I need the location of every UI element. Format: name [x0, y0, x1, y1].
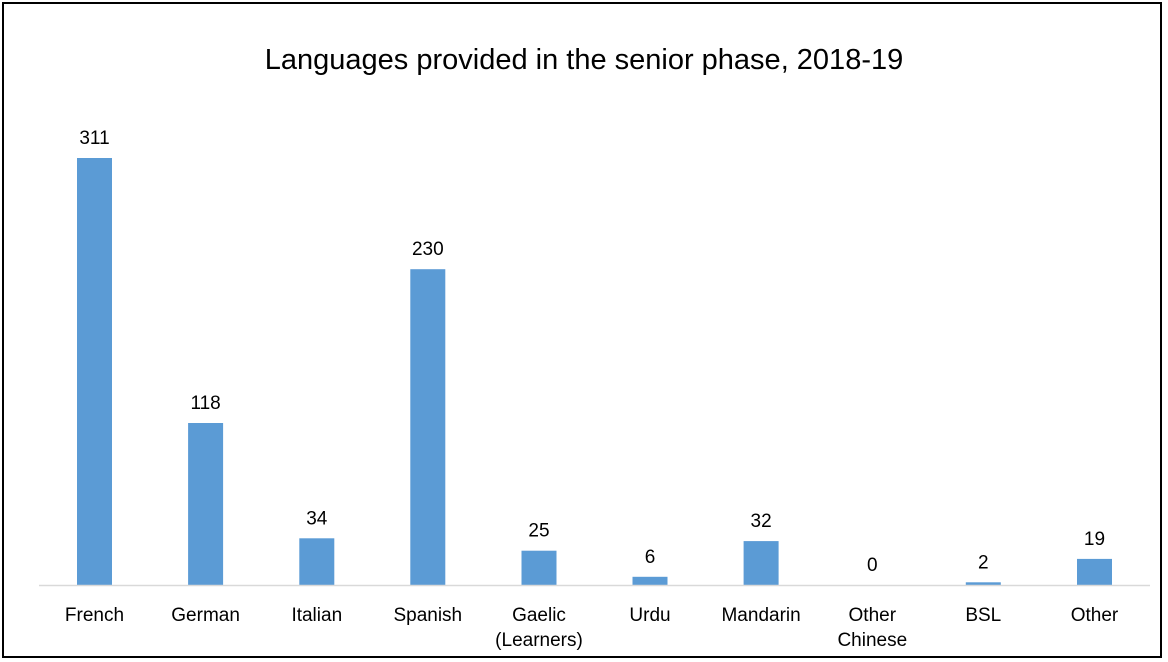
data-label: 34	[306, 508, 328, 529]
category-label: Spanish	[393, 605, 462, 626]
data-label: 6	[645, 547, 656, 568]
data-label: 0	[867, 555, 878, 576]
bar-gaelic-learners	[521, 550, 557, 585]
category-label: Other	[849, 605, 897, 626]
data-label: 118	[190, 393, 220, 414]
bar-bsl	[965, 582, 1001, 585]
data-label: 230	[412, 239, 444, 260]
category-label: German	[171, 605, 240, 626]
chart-title: Languages provided in the senior phase, …	[264, 44, 904, 76]
bar-german	[188, 423, 224, 585]
bar-urdu	[632, 576, 668, 585]
bar-other	[1077, 558, 1112, 585]
category-label: Chinese	[837, 630, 907, 651]
category-label: Gaelic	[512, 605, 566, 626]
category-label: BSL	[965, 605, 1001, 626]
bar-spanish	[410, 269, 446, 585]
data-label: 25	[528, 521, 549, 542]
bar-italian	[299, 538, 335, 585]
data-label: 2	[978, 552, 989, 573]
data-label: 32	[751, 511, 772, 532]
category-label: French	[65, 605, 124, 626]
category-label: Other	[1071, 605, 1119, 626]
category-label: (Learners)	[495, 630, 583, 651]
bar-mandarin	[743, 541, 779, 585]
category-label: Urdu	[629, 605, 670, 626]
data-label: 311	[79, 128, 109, 149]
bar-french	[77, 158, 112, 585]
category-label: Mandarin	[721, 605, 800, 626]
category-label: Italian	[291, 605, 342, 626]
data-label: 19	[1084, 529, 1105, 550]
